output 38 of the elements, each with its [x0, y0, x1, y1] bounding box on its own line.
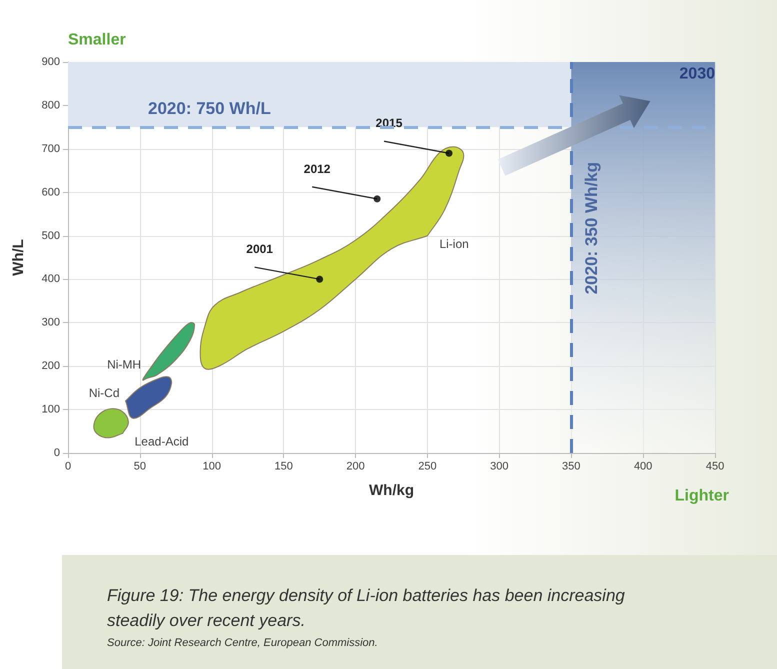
series-label: Ni-Cd	[88, 386, 120, 400]
annotation: 2012	[304, 162, 331, 176]
x-tick-label: 400	[634, 460, 652, 472]
series-label: Lead-Acid	[134, 434, 189, 448]
point	[374, 195, 381, 202]
point	[446, 150, 453, 157]
point	[316, 276, 324, 283]
annotation: 2030	[679, 66, 716, 82]
x-tick-label: 250	[418, 460, 437, 472]
x-tick-label: 100	[202, 460, 221, 472]
y-tick-label: 200	[42, 360, 60, 372]
series-label: Ni-MH	[107, 358, 142, 372]
x-tick-label: 450	[706, 460, 724, 472]
series-label: Li-ion	[439, 236, 469, 251]
x-tick-label: 150	[274, 460, 293, 472]
x-tick-label: 0	[64, 460, 72, 472]
y-tick-label: 700	[42, 142, 60, 155]
caption: Figure 19: The energy density of Li-ion batteries has been increasing steadily over recent years.	[107, 585, 626, 632]
text: Lighter	[674, 488, 729, 504]
x-axis-title: Wh/kg	[369, 482, 414, 499]
text: Smaller	[68, 32, 126, 48]
y-tick-label: 600	[42, 186, 60, 198]
x-tick-label: 200	[346, 460, 365, 472]
source-note: Source: Joint Research Centre, European Commission.	[107, 637, 378, 649]
y-tick-label: 400	[42, 273, 60, 286]
y-tick-label: 300	[42, 316, 60, 329]
y-tick-label: 100	[42, 404, 60, 416]
y-tick-label: 500	[42, 230, 60, 242]
x-tick-label: 300	[490, 460, 509, 472]
y-tick-label: 800	[42, 99, 60, 112]
annotation: 2001	[246, 242, 274, 256]
ref-line-label: 2020: 350 Wh/kg	[582, 162, 602, 294]
x-tick-label: 50	[134, 460, 146, 472]
y-tick-label: 900	[42, 56, 60, 68]
y-tick-label: 0	[54, 447, 60, 459]
y-axis-title: Wh/L	[10, 239, 27, 276]
x-tick-label: 350	[562, 460, 580, 472]
ref-line-label: 2020: 750 Wh/L	[148, 99, 271, 118]
